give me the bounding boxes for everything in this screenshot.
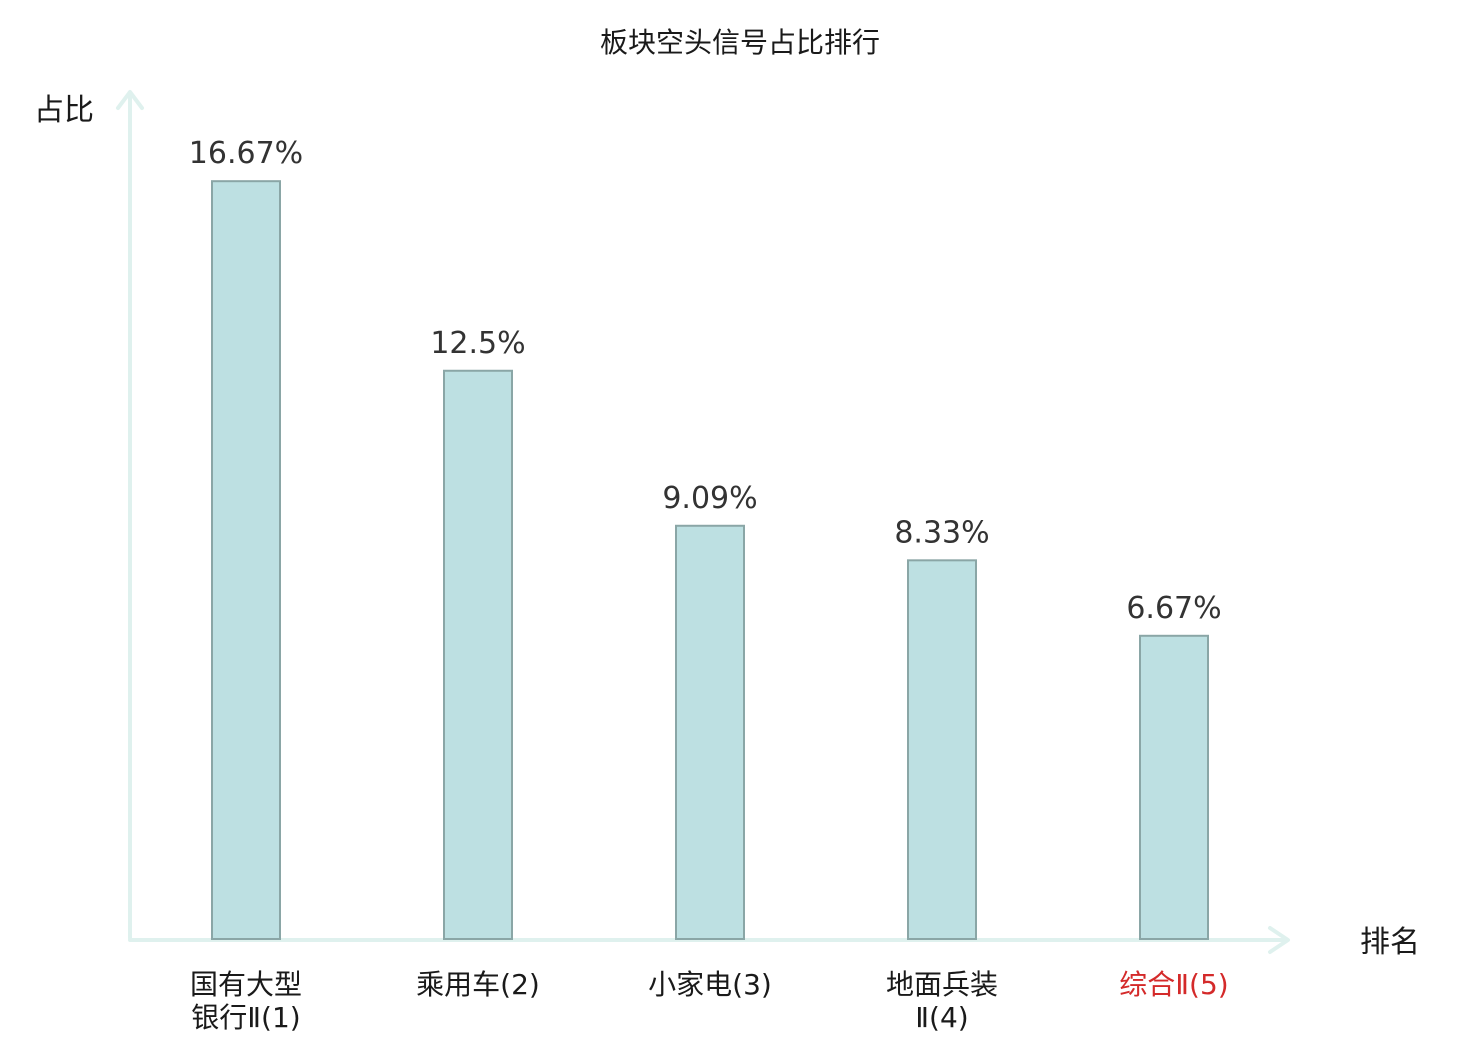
x-axis-arrow [1268,926,1290,954]
value-label-4: 8.33% [894,515,989,550]
bar-4 [907,559,977,940]
x-axis-label: 排名 [1360,925,1420,960]
category-label-5: 综合Ⅱ(5) [1119,968,1228,1001]
y-axis-arrow [116,90,144,110]
value-label-1: 16.67% [189,136,303,171]
bars-group [211,180,1209,941]
category-label-4: 地面兵装 Ⅱ(4) [886,968,998,1034]
y-axis-label: 占比 [34,93,94,128]
value-label-2: 12.5% [430,326,525,361]
category-labels-group: 国有大型银行Ⅱ(1) 乘用车(2) 小家电(3) 地面兵装 Ⅱ(4) 综合Ⅱ(5) [190,968,1229,1034]
chart-title: 板块空头信号占比排行 [600,26,880,59]
bar-5 [1139,634,1209,940]
bar-3 [675,524,745,940]
category-label-2: 乘用车(2) [416,968,540,1001]
category-label-3: 小家电(3) [648,968,772,1001]
value-label-3: 9.09% [662,481,757,516]
bar-2 [443,369,513,940]
bar-1 [211,180,281,941]
value-labels-group: 16.67% 12.5% 9.09% 8.33% 6.67% [189,136,1222,626]
category-label-1: 国有大型银行Ⅱ(1) [190,968,302,1034]
value-label-5: 6.67% [1126,591,1221,626]
